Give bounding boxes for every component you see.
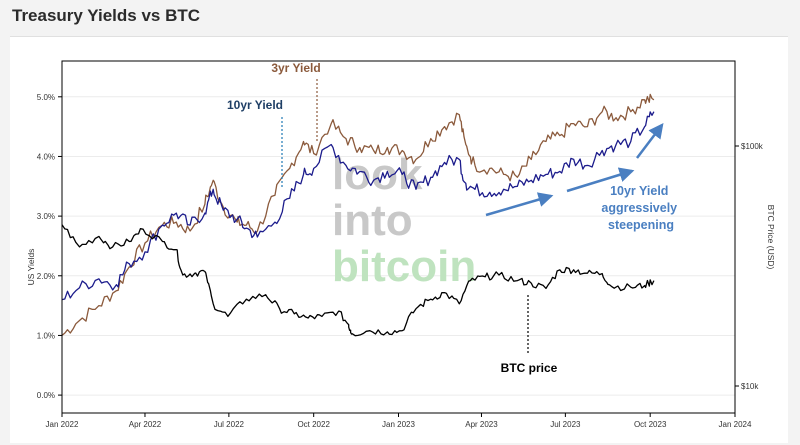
y-left-tick-label: 0.0% <box>37 391 55 400</box>
x-tick-label: Oct 2022 <box>297 420 330 429</box>
series-line-3yr-yield <box>61 93 655 336</box>
annotation-btc-price: BTC price <box>501 361 558 375</box>
steepening-arrow-2 <box>566 167 635 193</box>
y-left-tick-label: 3.0% <box>37 212 55 221</box>
x-tick-label: Apr 2023 <box>465 420 498 429</box>
x-tick-label: Jul 2022 <box>214 420 245 429</box>
steepening-arrow-3 <box>636 123 664 159</box>
x-tick-label: Apr 2022 <box>129 420 162 429</box>
y-right-tick-label: $100k <box>741 142 764 151</box>
watermark: look into bitcoin <box>332 150 476 291</box>
watermark-bitcoin: bitcoin <box>332 242 476 291</box>
series-line-10yr-yield <box>61 111 655 301</box>
annotation-10yr-yield: 10yr Yield <box>227 98 283 112</box>
x-tick-label: Jan 2024 <box>719 420 752 429</box>
annotation-steepening: 10yr Yield aggressively steepening <box>601 184 680 232</box>
x-tick-label: Oct 2023 <box>634 420 667 429</box>
series-line-btc-price <box>61 224 655 337</box>
annotation-steepening-line-1: 10yr Yield <box>610 184 668 198</box>
y-left-tick-label: 5.0% <box>37 93 55 102</box>
x-tick-label: Jul 2023 <box>550 420 581 429</box>
y-left-tick-label: 1.0% <box>37 331 55 340</box>
x-tick-label: Jan 2023 <box>382 420 415 429</box>
x-tick-label: Jan 2022 <box>46 420 79 429</box>
watermark-into: into <box>332 196 413 245</box>
page-title: Treasury Yields vs BTC <box>12 6 201 25</box>
y-left-tick-label: 4.0% <box>37 152 55 161</box>
chart: look into bitcoin Jan 2022 Apr 2022 Jul 20… <box>26 60 776 429</box>
y-left-tick-label: 2.0% <box>37 272 55 281</box>
annotation-steepening-line-3: steepening <box>608 218 674 232</box>
steepening-arrow-1 <box>485 192 554 217</box>
grid <box>62 96 735 396</box>
y-right-axis-title: BTC Price (USD) <box>766 205 776 270</box>
chart-card: look into bitcoin Jan 2022 Apr 2022 Jul 20… <box>10 36 788 443</box>
annotation-3yr-yield: 3yr Yield <box>271 61 320 75</box>
annotation-steepening-line-2: aggressively <box>601 201 677 215</box>
y-left-axis-title: US Yields <box>26 249 36 286</box>
y-right-tick-label: $10k <box>741 382 759 391</box>
